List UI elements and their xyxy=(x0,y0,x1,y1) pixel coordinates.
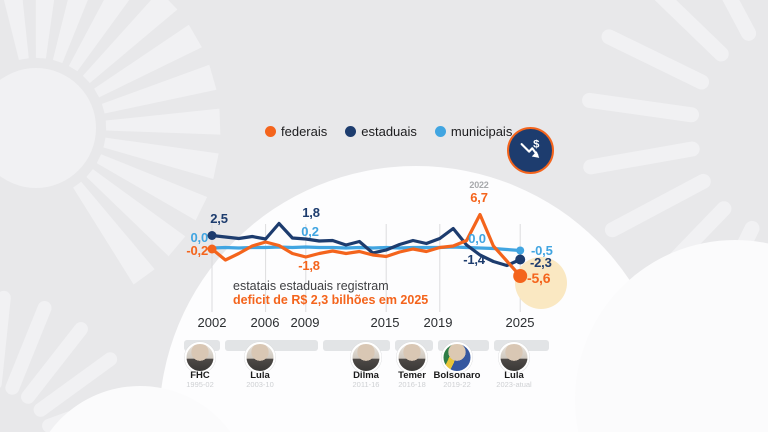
legend-label: federais xyxy=(281,124,328,139)
president-term: 2003-10 xyxy=(246,380,274,389)
president-term: 2016-18 xyxy=(398,380,426,389)
value-label-estaduais-2009: 1,8 xyxy=(302,205,320,220)
president-name: Temer xyxy=(398,370,426,381)
value-label-municipais-2022: 0,0 xyxy=(468,231,486,246)
x-tick-2019: 2019 xyxy=(423,315,453,330)
value-label-estaduais-2002: 2,5 xyxy=(210,211,228,226)
president-avatar-fhc xyxy=(184,342,216,373)
president-name: Lula xyxy=(504,370,524,381)
legend-label: municipais xyxy=(450,124,513,139)
president-band-lula1 xyxy=(225,340,318,351)
x-tick-2006: 2006 xyxy=(250,315,280,330)
year-tag-2022: 2022 xyxy=(469,180,489,190)
president-name: Lula xyxy=(250,370,270,381)
president-term: 1995-02 xyxy=(186,380,214,389)
president-avatar-dilma xyxy=(350,342,382,373)
chart-legend: federais estaduais municipais xyxy=(265,124,512,139)
value-label-estaduais-2025: -2,3 xyxy=(530,255,552,270)
x-tick-2009: 2009 xyxy=(290,315,320,330)
president-term: 2023-atual xyxy=(496,380,532,389)
callout-line-1: estatais estaduais registram xyxy=(233,279,389,293)
legend-swatch-municipais-icon xyxy=(434,126,446,137)
x-tick-2025: 2025 xyxy=(505,315,535,330)
legend-item-federais: federais xyxy=(265,124,327,139)
annotation-callout: estatais estaduais registram deficit de … xyxy=(233,279,428,307)
x-tick-2002: 2002 xyxy=(197,315,227,330)
president-avatar-lula1 xyxy=(244,342,276,373)
value-label-federais-2002: -0,2 xyxy=(186,243,208,258)
value-label-municipais-2002: 0,0 xyxy=(190,230,209,245)
legend-swatch-estaduais-icon xyxy=(345,126,357,137)
president-name: Bolsonaro xyxy=(433,370,481,381)
president-name: FHC xyxy=(190,370,210,381)
value-label-federais-2025: -5,6 xyxy=(527,270,551,286)
dollar-down-arrow-icon: $ xyxy=(520,138,540,158)
money-decline-icon: $ xyxy=(507,127,554,174)
legend-label: estaduais xyxy=(361,124,417,139)
value-label-municipais-2025: -0,5 xyxy=(531,243,553,258)
x-tick-2015: 2015 xyxy=(370,315,400,330)
callout-line-2: deficit de R$ 2,3 bilhões em 2025 xyxy=(233,293,429,307)
value-label-federais-2022: 6,7 xyxy=(470,190,488,205)
president-avatar-temer xyxy=(396,342,428,373)
legend-item-municipais: municipais xyxy=(434,124,513,139)
president-avatar-bolsonaro xyxy=(441,342,473,373)
value-label-federais-2009: -1,8 xyxy=(298,258,320,273)
president-term: 2019-22 xyxy=(443,380,471,389)
legend-swatch-federais-icon xyxy=(265,126,276,137)
president-term: 2011-16 xyxy=(352,380,380,389)
legend-item-estaduais: estaduais xyxy=(345,124,417,139)
dollar-glyph: $ xyxy=(533,138,540,150)
president-avatar-lula2 xyxy=(498,342,530,373)
value-label-estaduais-2022: -1,4 xyxy=(463,252,485,267)
president-name: Dilma xyxy=(353,370,379,381)
value-label-municipais-2009: 0,2 xyxy=(301,224,319,239)
